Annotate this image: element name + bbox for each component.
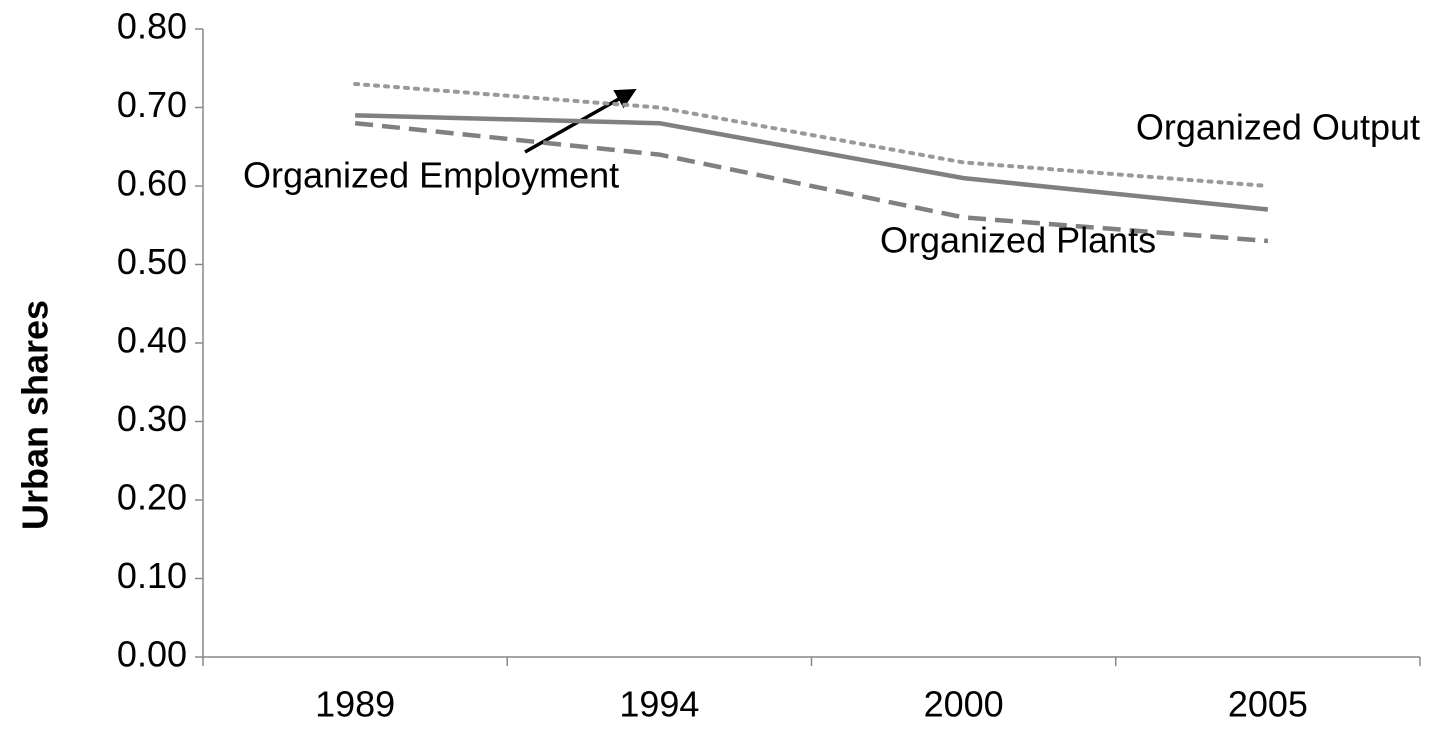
y-tick-label: 0.70 — [117, 84, 187, 125]
y-tick-label: 0.40 — [117, 320, 187, 361]
series-line — [354, 120, 1269, 244]
x-tick-label: 2005 — [1228, 684, 1308, 725]
y-axis-title: Urban shares — [15, 300, 56, 530]
y-tick-label: 0.10 — [117, 555, 187, 596]
series-label: Organized Plants — [880, 220, 1156, 261]
series-line — [353, 81, 1270, 188]
x-tick-label: 1989 — [315, 684, 395, 725]
series-label: Organized Output — [1136, 107, 1420, 148]
series-line — [355, 113, 1269, 212]
y-tick-label: 0.30 — [117, 398, 187, 439]
y-tick-label: 0.00 — [117, 634, 187, 675]
y-tick-label: 0.50 — [117, 241, 187, 282]
x-tick-label: 1994 — [619, 684, 699, 725]
x-tick-label: 2000 — [924, 684, 1004, 725]
y-tick-label: 0.60 — [117, 163, 187, 204]
y-tick-label: 0.20 — [117, 477, 187, 518]
y-tick-label: 0.80 — [117, 6, 187, 47]
series-label: Organized Employment — [243, 155, 619, 196]
